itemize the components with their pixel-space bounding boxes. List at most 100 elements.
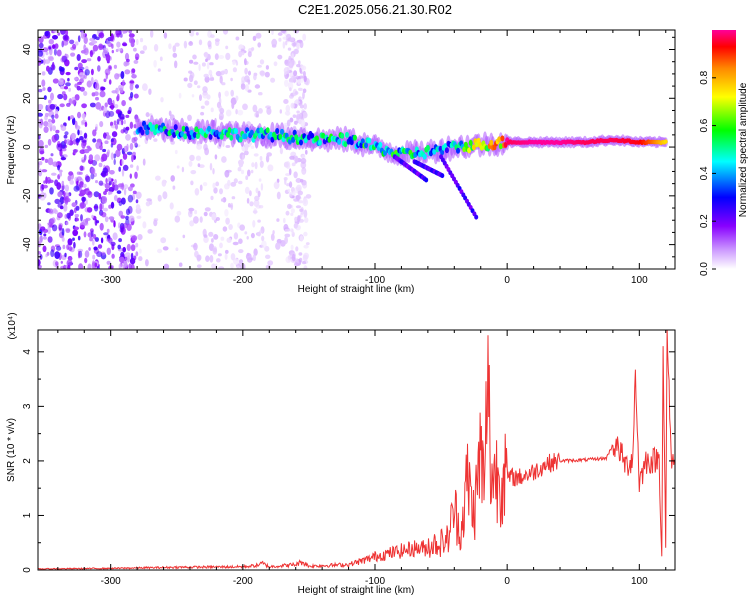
- spectrogram-noise-cell: [90, 230, 94, 238]
- spectrogram-noise-cell: [172, 45, 177, 53]
- spectrogram-noise-cell: [183, 40, 188, 49]
- spectrogram-noise-cell: [103, 207, 108, 212]
- spectrogram-noise-cell: [279, 147, 283, 155]
- spectrogram-noise-cell: [293, 70, 298, 77]
- spectrogram-noise-cell: [113, 220, 116, 228]
- spectrogram-noise-cell: [305, 242, 310, 246]
- spectrogram-noise-cell: [249, 190, 252, 197]
- spectrogram-noise-cell: [266, 152, 273, 157]
- spectrogram-noise-cell: [157, 194, 162, 202]
- spectrogram-noise-cell: [48, 56, 54, 62]
- spectrogram-noise-cell: [224, 253, 228, 260]
- spectrogram-noise-cell: [111, 253, 115, 259]
- spectrogram-noise-cell: [51, 134, 58, 143]
- spectrogram-noise-cell: [189, 71, 195, 79]
- spectrogram-noise-cell: [261, 240, 267, 249]
- spectrogram-ridge: [135, 115, 668, 220]
- spectrogram-noise-cell: [114, 73, 120, 80]
- spectrogram-noise-cell: [87, 191, 93, 198]
- spectrogram-noise-cell: [70, 52, 76, 57]
- ridge-core-cell: [259, 127, 264, 134]
- spectrogram-noise-cell: [120, 71, 125, 79]
- spectrogram-noise-cell: [255, 187, 259, 194]
- spectrogram-noise-cell: [221, 82, 226, 86]
- spectrogram-noise-cell: [135, 84, 139, 89]
- spectrogram-noise-cell: [110, 241, 116, 247]
- spectrogram-noise-cell: [145, 112, 150, 118]
- spectrogram-noise-cell: [43, 233, 47, 237]
- spectrogram-noise-cell: [293, 100, 300, 105]
- spectrogram-noise-cell: [75, 138, 81, 143]
- spectrogram-noise-cell: [176, 165, 180, 169]
- spectrogram-noise-cell: [107, 191, 111, 196]
- spectrogram-noise-cell: [121, 168, 125, 177]
- spectrogram-noise-cell: [73, 77, 78, 81]
- spectrogram-noise-cell: [104, 216, 109, 223]
- spectrogram-noise-cell: [202, 182, 208, 187]
- spectrogram-noise-cell: [161, 179, 167, 187]
- spectrogram-noise-cell: [112, 232, 118, 240]
- spectrogram-noise-cell: [230, 202, 234, 211]
- ridge-core-cell: [143, 124, 148, 131]
- spectrogram-noise-cell: [222, 30, 229, 35]
- spectrogram-noise-cell: [168, 110, 172, 117]
- spectrogram-noise-cell: [267, 164, 274, 172]
- snr-panel: -300 -200 -100 0 100 0 1 2 3 4 Height of straigh…: [6, 312, 676, 596]
- spectrogram-noise-cell: [54, 109, 59, 116]
- spectrogram-noise-cell: [72, 149, 79, 153]
- spectrogram-noise-cell: [67, 238, 73, 246]
- spectrogram-noise-cell: [189, 154, 195, 162]
- spectrogram-noise-cell: [295, 178, 302, 183]
- spectrogram-noise-cell: [125, 208, 131, 216]
- spectrogram-noise-cell: [203, 211, 208, 217]
- spectrogram-noise-cell: [76, 85, 81, 91]
- spectrogram-noise-cell: [220, 198, 225, 202]
- spectrogram-noise-cell: [116, 33, 120, 38]
- spectrogram-noise-cell: [296, 184, 302, 192]
- spectrogram-noise-cell: [302, 91, 305, 99]
- spectrogram-noise-cell: [110, 201, 115, 209]
- spectrogram-noise-cell: [68, 87, 71, 92]
- spectrogram-noise-cell: [225, 109, 232, 117]
- ridge-core-cell: [207, 125, 211, 132]
- spectrogram-noise-cell: [38, 161, 43, 166]
- spectrogram-noise-cell: [215, 70, 222, 77]
- spectrogram-noise-cell: [221, 156, 227, 163]
- ridge-core-cell: [345, 131, 349, 138]
- spectrogram-noise-cell: [110, 143, 114, 148]
- spectrogram-noise-cell: [38, 168, 43, 177]
- spectrogram-noise-cell: [38, 42, 44, 49]
- spectrogram-noise-cell: [214, 154, 218, 160]
- spectrogram-noise-cell: [57, 191, 63, 198]
- spectrogram-noise-cell: [303, 265, 308, 269]
- spectrogram-noise-cell: [204, 207, 211, 212]
- spectrogram-noise-cell: [61, 228, 65, 236]
- spectrogram-noise-cell: [211, 263, 217, 269]
- ridge-core-cell: [273, 134, 278, 141]
- spectrogram-noise-cell: [68, 246, 73, 252]
- spectrogram-noise-cell: [301, 65, 307, 71]
- spectrogram-y-tick-label: 0: [22, 144, 33, 150]
- spectrogram-noise-cell: [135, 204, 141, 211]
- spectrogram-noise-cell: [47, 236, 53, 243]
- spectrogram-noise-cell: [291, 253, 296, 262]
- spectrogram-noise-cell: [47, 118, 52, 123]
- spectrogram-noise-cell: [83, 231, 87, 238]
- spectrogram-noise-cell: [198, 39, 203, 46]
- spectrogram-noise-cell: [303, 103, 308, 110]
- spectrogram-noise-cell: [67, 116, 71, 121]
- spectrogram-noise-cell: [118, 238, 122, 243]
- spectrogram-noise-cell: [283, 99, 289, 104]
- spectrogram-noise-cell: [189, 31, 195, 37]
- spectrogram-noise-cell: [153, 138, 158, 142]
- spectrogram-noise-cell: [212, 247, 218, 255]
- spectrogram-noise-cell: [193, 80, 198, 85]
- spectrogram-noise-cell: [276, 218, 280, 222]
- spectrogram-noise-cell: [43, 180, 46, 184]
- spectrogram-noise-cell: [163, 32, 168, 39]
- ridge-core-cell: [467, 147, 472, 154]
- ridge-core-cell: [318, 139, 322, 146]
- spectrogram-noise-cell: [90, 76, 94, 85]
- spectrogram-noise-cell: [202, 86, 208, 93]
- spectrogram-x-tick-label: -100: [365, 275, 385, 286]
